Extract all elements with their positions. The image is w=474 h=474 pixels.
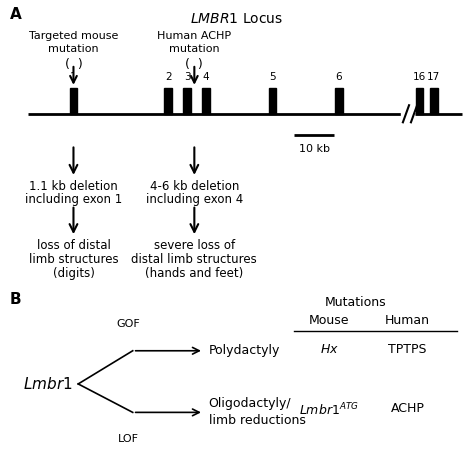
Bar xyxy=(416,88,423,114)
Text: 1: 1 xyxy=(70,72,77,82)
Text: (hands and feet): (hands and feet) xyxy=(145,267,244,280)
Bar xyxy=(164,88,172,114)
Text: (digits): (digits) xyxy=(53,267,94,280)
Text: Human: Human xyxy=(385,314,430,327)
Text: Human ACHP: Human ACHP xyxy=(157,31,231,41)
Text: 6: 6 xyxy=(336,72,342,82)
Text: (  ): ( ) xyxy=(185,58,203,71)
Text: 1.1 kb deletion: 1.1 kb deletion xyxy=(29,180,118,193)
Text: Mutations: Mutations xyxy=(325,296,386,309)
Text: B: B xyxy=(9,292,21,307)
Text: including exon 4: including exon 4 xyxy=(146,193,243,206)
Text: loss of distal: loss of distal xyxy=(36,239,110,252)
Bar xyxy=(335,88,343,114)
Text: Oligodactyly/: Oligodactyly/ xyxy=(209,397,291,410)
Bar xyxy=(430,88,438,114)
Text: $\mathit{Lmbr1}$: $\mathit{Lmbr1}$ xyxy=(23,376,72,392)
Text: distal limb structures: distal limb structures xyxy=(131,253,257,266)
Bar xyxy=(202,88,210,114)
Text: mutation: mutation xyxy=(48,44,99,54)
Text: 4: 4 xyxy=(203,72,210,82)
Text: mutation: mutation xyxy=(169,44,219,54)
Text: LOF: LOF xyxy=(118,434,138,444)
Text: Targeted mouse: Targeted mouse xyxy=(29,31,118,41)
Text: ACHP: ACHP xyxy=(391,402,425,415)
Text: A: A xyxy=(9,7,21,22)
Text: 16: 16 xyxy=(413,72,426,82)
Text: 4-6 kb deletion: 4-6 kb deletion xyxy=(150,180,239,193)
Text: TPTPS: TPTPS xyxy=(388,343,427,356)
Text: 5: 5 xyxy=(269,72,276,82)
Text: $\mathit{LMBR1}$ Locus: $\mathit{LMBR1}$ Locus xyxy=(191,12,283,26)
Text: severe loss of: severe loss of xyxy=(154,239,235,252)
Text: limb structures: limb structures xyxy=(28,253,118,266)
Text: $\mathit{Hx}$: $\mathit{Hx}$ xyxy=(320,343,339,356)
Bar xyxy=(70,88,77,114)
Text: including exon 1: including exon 1 xyxy=(25,193,122,206)
Bar xyxy=(269,88,276,114)
Text: Polydactyly: Polydactyly xyxy=(209,344,280,357)
Text: GOF: GOF xyxy=(116,319,140,329)
Text: Mouse: Mouse xyxy=(309,314,350,327)
Text: 3: 3 xyxy=(184,72,191,82)
Text: (  ): ( ) xyxy=(64,58,82,71)
Text: 2: 2 xyxy=(165,72,172,82)
Text: 10 kb: 10 kb xyxy=(299,144,329,154)
Text: $\mathit{Lmbr1}^{ATG}$: $\mathit{Lmbr1}^{ATG}$ xyxy=(300,402,359,419)
Text: 17: 17 xyxy=(427,72,440,82)
Text: limb reductions: limb reductions xyxy=(209,414,305,428)
Bar xyxy=(183,88,191,114)
